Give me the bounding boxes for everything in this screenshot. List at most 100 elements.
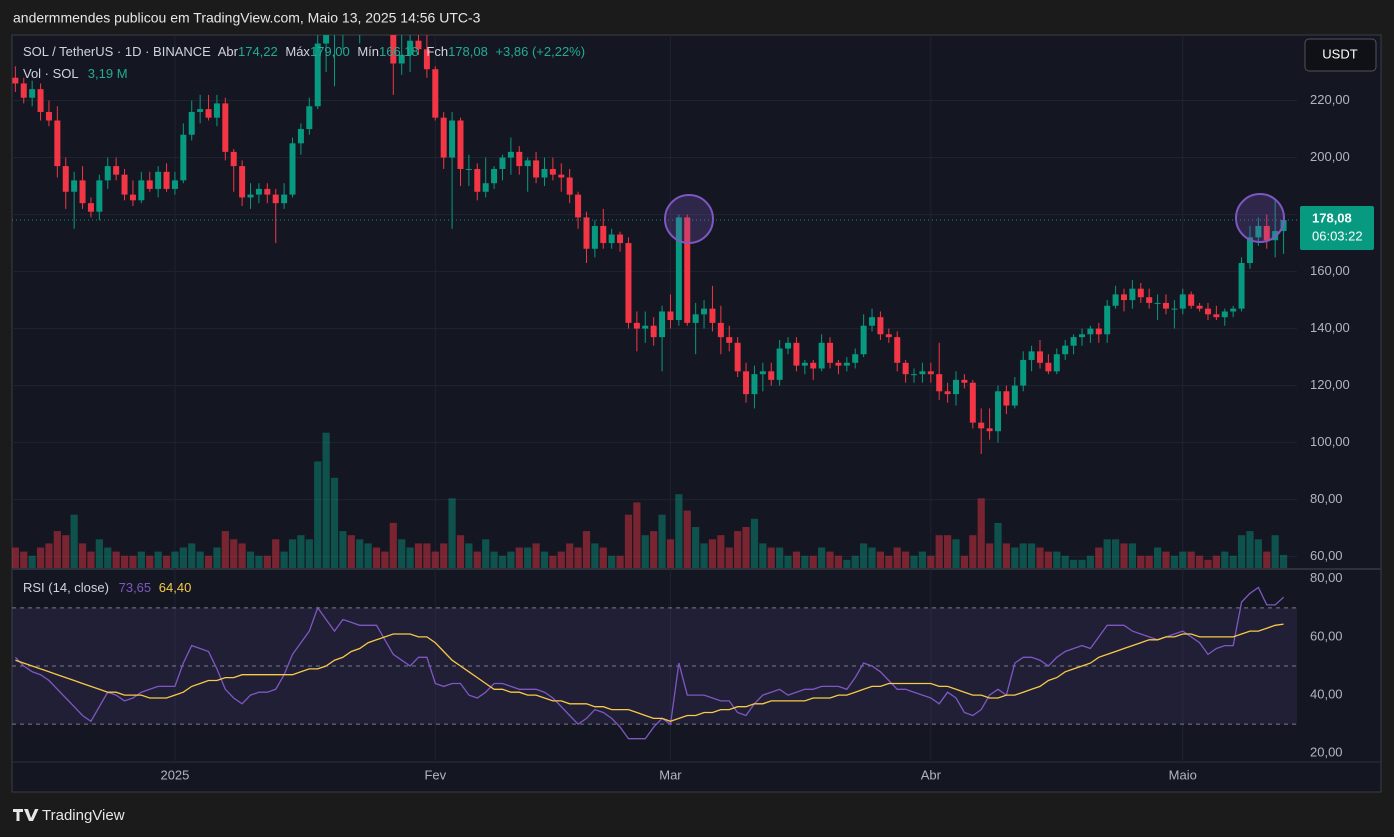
candle-body <box>507 151 514 158</box>
volume-bar <box>885 555 893 568</box>
candle-body <box>1003 391 1010 406</box>
volume-bar <box>1170 555 1178 568</box>
volume-bar <box>45 543 53 568</box>
volume-bar <box>1153 547 1162 568</box>
volume-bar <box>927 555 935 568</box>
x-tick-label: Fev <box>424 767 446 782</box>
volume-bar <box>633 502 641 568</box>
volume-bar <box>1179 551 1187 568</box>
candle-body <box>205 109 212 118</box>
candle-body <box>785 342 792 349</box>
volume-bar <box>1086 555 1094 568</box>
publisher-line: andermmendes publicou em TradingView.com… <box>13 10 481 26</box>
volume-bar <box>238 543 246 568</box>
volume-bar <box>1229 555 1237 568</box>
volume-bar <box>717 535 725 568</box>
volume-bar <box>230 539 238 568</box>
volume-bar <box>784 555 792 568</box>
volume-bar <box>280 551 288 568</box>
volume-bar <box>179 547 187 568</box>
candle-body <box>37 89 44 112</box>
candle-body <box>247 194 254 198</box>
candle-body <box>953 379 960 395</box>
volume-bar <box>574 547 582 568</box>
volume-bar <box>986 543 994 568</box>
candle-body <box>902 362 909 375</box>
volume-bar <box>868 547 876 568</box>
volume-bar <box>893 547 901 568</box>
volume-bar <box>944 535 952 568</box>
volume-bar <box>834 555 843 568</box>
volume-bar <box>608 555 616 568</box>
volume-bar <box>742 527 750 568</box>
volume-bar <box>129 555 137 568</box>
candle-body <box>1238 263 1245 309</box>
candle-body <box>1246 237 1253 264</box>
low-value: 166,18 <box>379 44 419 59</box>
currency-button-label[interactable]: USDT <box>1322 46 1357 61</box>
volume-bar <box>566 543 574 568</box>
candle-body <box>969 382 976 423</box>
candle-body <box>1104 305 1111 335</box>
candle-body <box>751 374 758 395</box>
currency-button[interactable]: USDT <box>1304 38 1377 72</box>
candle-body <box>121 174 128 195</box>
y-tick-label: 60,00 <box>1310 548 1343 563</box>
y-tick-label: 200,00 <box>1310 149 1350 164</box>
volume-bar <box>1069 559 1078 568</box>
volume-bar <box>104 547 112 568</box>
candle-body <box>54 120 61 167</box>
volume-bar <box>204 555 213 568</box>
candle-layer <box>12 35 1297 454</box>
volume-bar <box>53 531 61 568</box>
volume-bar <box>1078 559 1086 568</box>
volume-label: Vol · SOL <box>23 66 78 81</box>
x-tick-label: Maio <box>1169 767 1197 782</box>
volume-bar <box>381 551 389 568</box>
volume-bar <box>1271 535 1279 568</box>
volume-bar <box>801 555 809 568</box>
volume-bar <box>675 494 683 568</box>
candle-body <box>701 308 708 315</box>
candle-body <box>944 391 951 395</box>
candle-body <box>995 391 1002 432</box>
volume-bar <box>137 551 145 568</box>
candle-body <box>869 317 876 326</box>
candle-body <box>625 243 632 323</box>
volume-bar <box>456 535 465 568</box>
volume-bar <box>725 547 733 568</box>
candle-body <box>827 342 834 363</box>
rsi-background <box>12 607 1297 725</box>
candle-body <box>138 180 145 201</box>
candle-body <box>1095 328 1102 335</box>
volume-bar <box>507 551 515 568</box>
volume-bar <box>843 559 851 568</box>
candle-body <box>575 194 582 218</box>
candle-body <box>541 168 548 178</box>
candle-body <box>894 337 901 363</box>
candle-body <box>255 188 262 195</box>
symbol: SOL / TetherUS · 1D · BINANCE <box>23 44 211 59</box>
currency-button-box[interactable] <box>1304 38 1377 72</box>
volume-bar <box>70 514 78 568</box>
volume-bar <box>1120 543 1128 568</box>
candle-body <box>29 89 36 98</box>
candle-body <box>1087 328 1094 335</box>
candle-body <box>499 157 506 169</box>
y-tick-label: 220,00 <box>1310 92 1350 107</box>
volume-bar <box>112 551 120 568</box>
candle-body <box>1053 354 1060 372</box>
symbol-legend: SOL / TetherUS · 1D · BINANCE Abr174,22 … <box>23 44 585 59</box>
rsi-tick-label: 40,00 <box>1310 687 1343 702</box>
candle-body <box>264 188 271 195</box>
volume-bar <box>221 531 229 568</box>
candle-body <box>709 308 716 323</box>
candle-body <box>726 337 733 343</box>
volume-bar <box>809 555 817 568</box>
volume-bar <box>524 547 532 568</box>
candle-body <box>465 168 472 170</box>
volume-bar <box>1002 543 1011 568</box>
volume-bar <box>372 547 381 568</box>
candle-body <box>306 106 313 130</box>
